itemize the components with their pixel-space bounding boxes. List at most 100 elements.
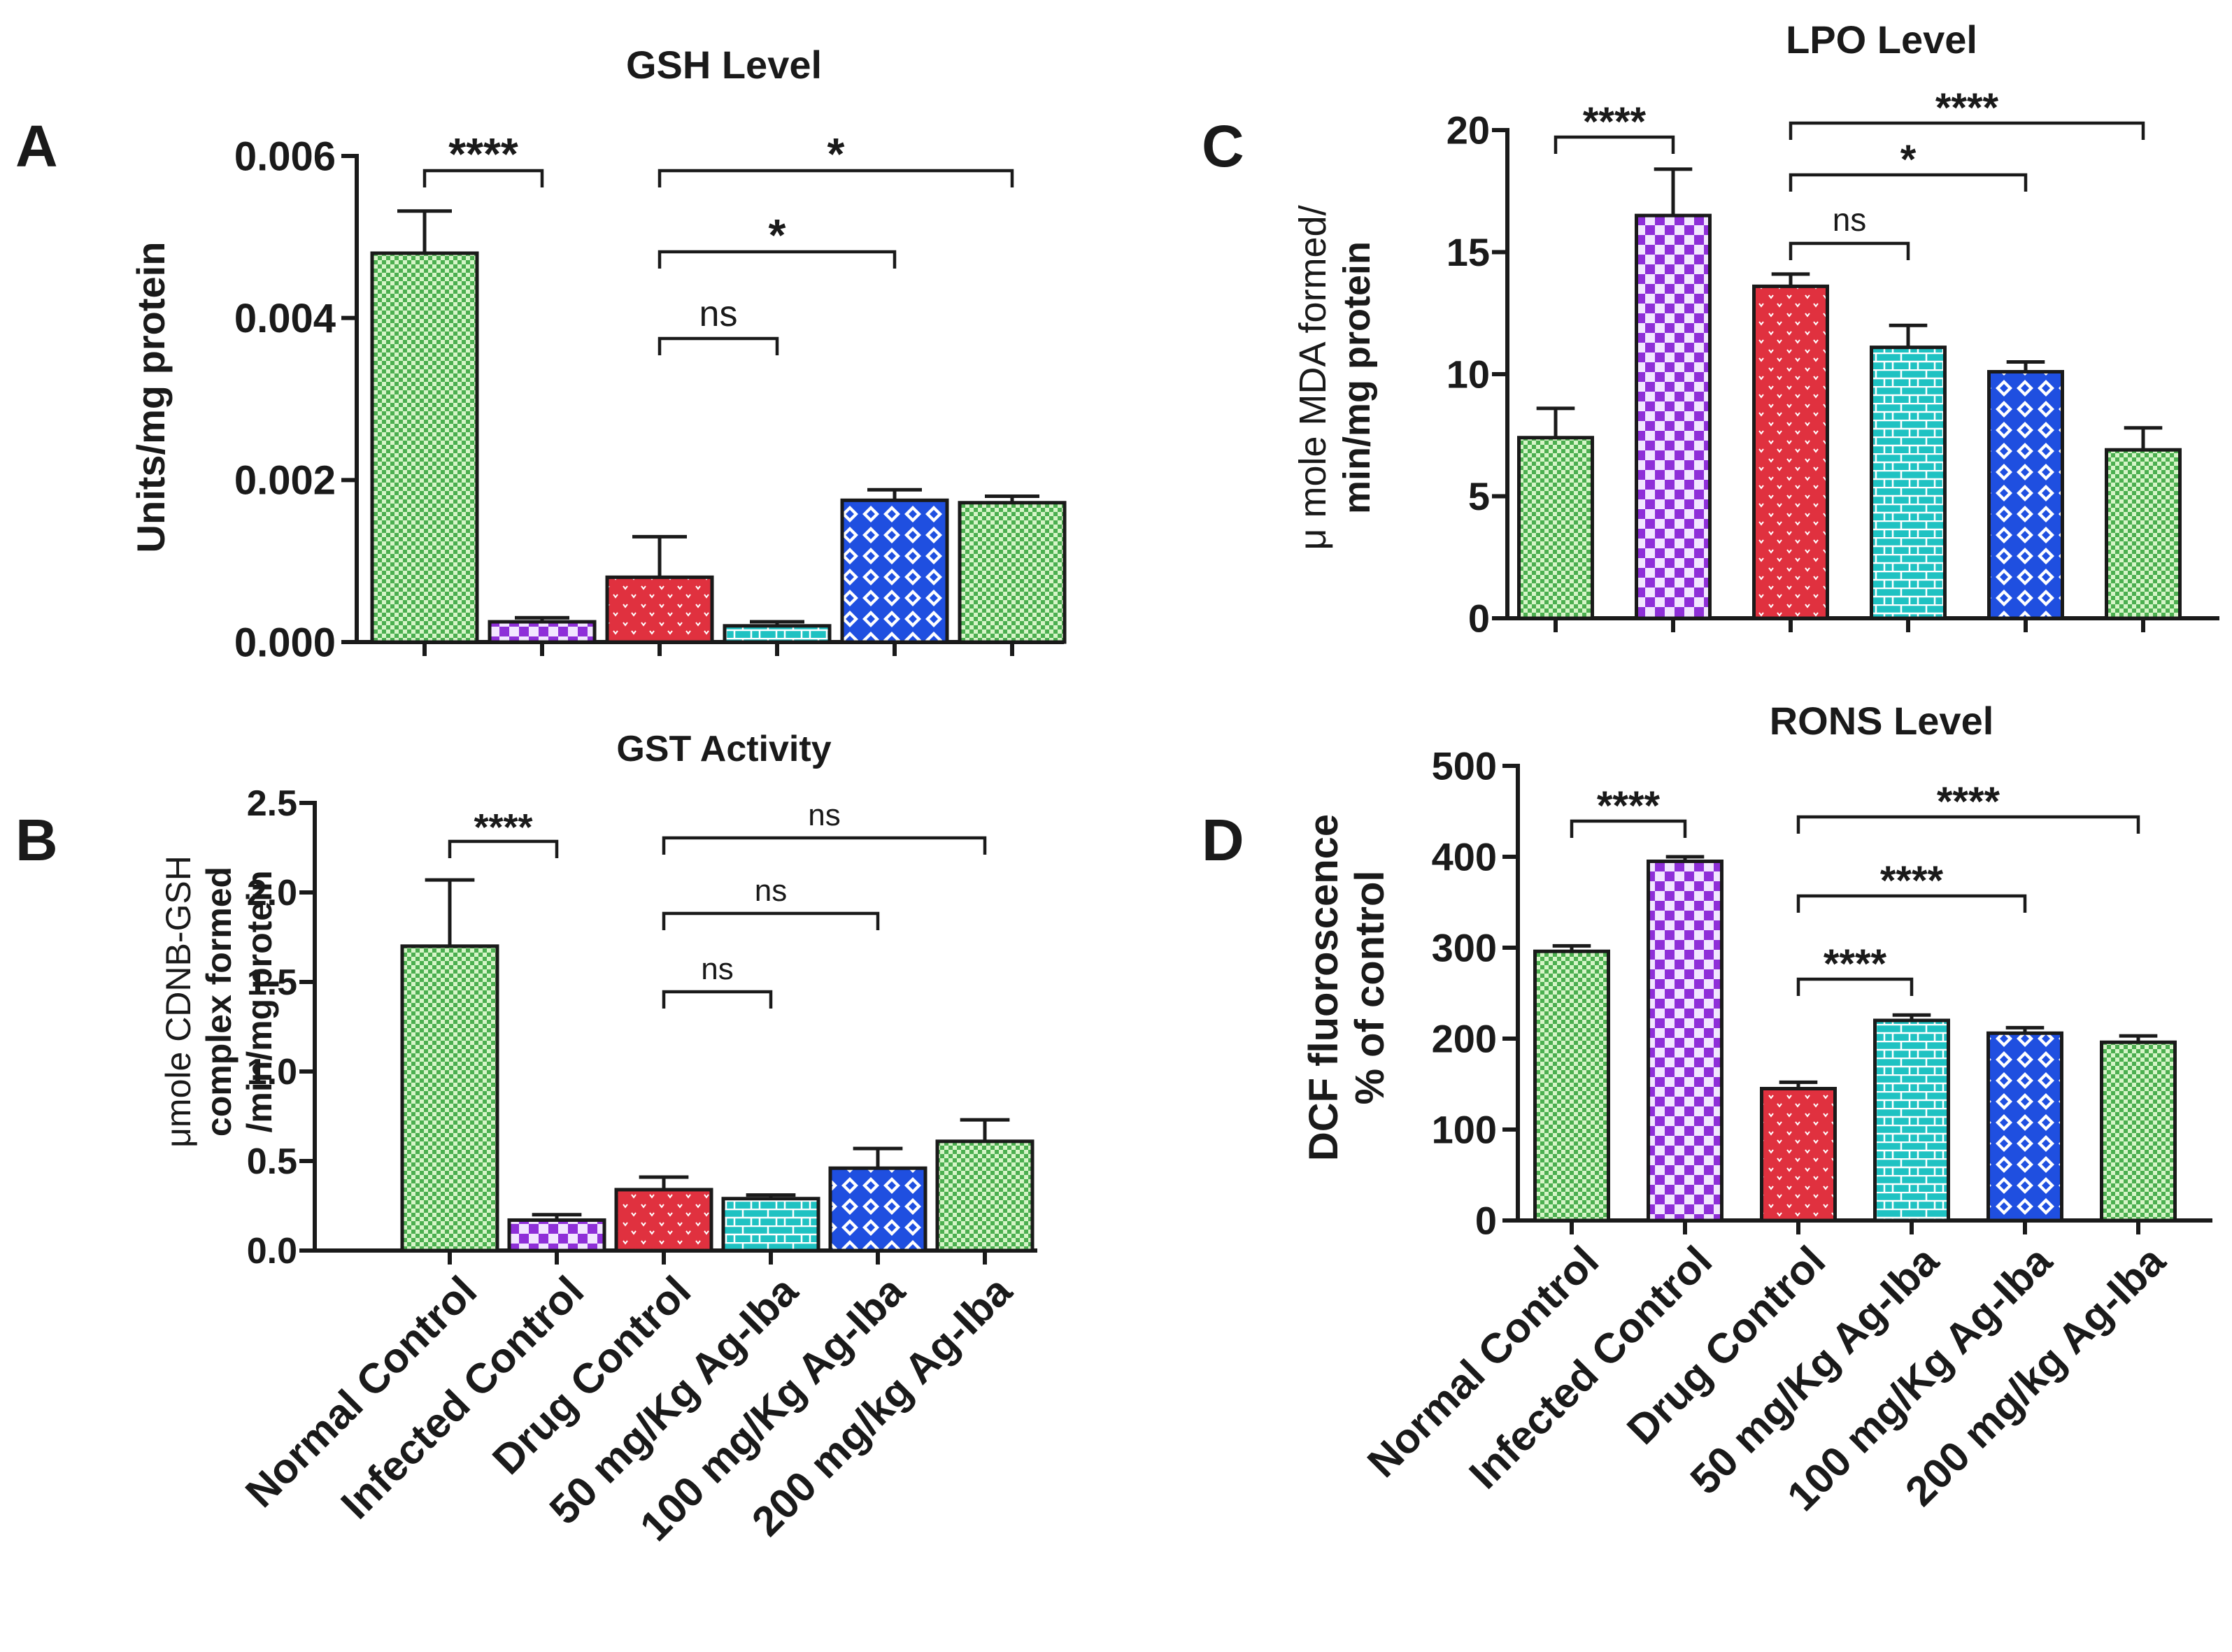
panel-c-bar-4 [1987,370,2064,620]
panel-a-bar-0 [370,251,479,644]
panel-d-significance-label-2: **** [1880,858,1944,904]
panel-c-title: LPO Level [1786,17,1977,62]
panel-d: RONS Level DCF fluoroscence % of control… [1301,699,2212,1243]
panel-a-significance-label-0: **** [448,129,518,179]
panel-d-significance-label-0: **** [1597,783,1661,829]
panel-a-ylabel: Units/mg protein [129,242,173,553]
panel-a-bar-2 [605,575,714,644]
panel-d-significance-label-3: **** [1937,779,2000,825]
panel-d-plot: 0 100 200 300 400 500 **** **** **** **** [1432,744,2212,1243]
panel-b-plot: 0.0 0.5 1.0 1.5 2.0 2.5 **** ns ns ns [247,783,1037,1272]
panel-b-bar-1 [507,1218,606,1253]
panel-d-bar-2 [1760,1087,1837,1223]
panel-c-y-tick-label: 10 [1446,353,1490,397]
panel-c: LPO Level μ mole MDA formed/ min/mg prot… [1292,17,2219,641]
panel-a-y-tick-label: 0.000 [234,620,336,665]
panel-b-y-tick-label: 1.0 [247,1052,297,1092]
panel-c-significance-bracket-0 [1554,135,1675,154]
panel-a-title: GSH Level [626,43,822,87]
panel-d-y-tick-label: 400 [1432,835,1497,879]
panel-b-y-tick-label: 0.5 [247,1141,297,1182]
panel-b-significance-label-3: ns [808,798,840,832]
panel-d-significance-label-1: **** [1824,941,1887,987]
panel-a-significance-bracket-0 [422,169,544,187]
panel-a-significance-label-1: ns [699,294,738,334]
panel-d-y-tick-label: 0 [1475,1199,1497,1243]
panel-d-y-tick-label: 200 [1432,1017,1497,1061]
panel-c-bar-0 [1517,436,1594,620]
panel-b-significance-label-1: ns [701,952,733,986]
panel-c-y-tick-label: 20 [1446,108,1490,152]
panel-b-bar-0 [400,944,499,1253]
panel-b-bar-5 [935,1139,1035,1253]
panel-a: GSH Level Units/mg protein 0.0000.0020.0… [129,43,1067,665]
panel-c-significance-bracket-3 [1789,121,2145,140]
panel-b-y-tick-label: 2.0 [247,873,297,913]
panel-d-ylabel-line-1: DCF fluoroscence [1301,814,1346,1161]
panel-b-ylabel-line-2: complex formed [199,867,239,1137]
panel-a-plot: 0.000 0.002 0.004 0.006 **** ns * * [234,129,1067,665]
panel-b-bar-2 [614,1188,713,1253]
panel-b: GST Activity μmole CDNB-GSH complex form… [159,729,1037,1272]
panel-a-y-tick-label: 0.006 [234,134,336,179]
panel-a-significance-bracket-1 [657,336,779,355]
panel-b-y-tick-label: 2.5 [247,783,297,824]
panel-d-ylabel-line-2: % of control [1347,870,1393,1104]
panel-d-significance-bracket-1 [1796,977,1914,996]
panel-b-significance-bracket-3 [662,836,987,855]
panel-b-y-tick-label: 1.5 [247,962,297,1003]
panel-d-title: RONS Level [1770,699,1994,743]
panel-a-significance-bracket-3 [657,169,1014,187]
panel-b-y-tick-label: 0.0 [247,1231,297,1272]
panel-a-bar-5 [958,501,1067,644]
panel-d-bar-3 [1873,1018,1950,1223]
panel-b-ylabel-line-1: μmole CDNB-GSH [159,855,198,1148]
panel-d-bar-4 [1986,1031,2063,1223]
panel-b-bar-4 [828,1166,927,1253]
panel-c-significance-bracket-2 [1789,173,2028,192]
panel-b-significance-bracket-1 [662,990,773,1009]
panel-a-significance-label-2: * [769,210,786,260]
panel-label-c: C [1202,113,1244,179]
panel-b-significance-label-2: ns [755,874,787,908]
panel-a-significance-label-3: * [827,129,845,179]
panel-d-y-tick-label: 100 [1432,1108,1497,1152]
panel-a-significance-bracket-2 [657,250,897,269]
panel-d-y-tick-label: 300 [1432,926,1497,970]
x-tick-label-2: Drug Control [1618,1237,1834,1453]
panel-d-bar-5 [2100,1040,2177,1223]
panel-c-ylabel-line-1: μ mole MDA formed/ [1292,205,1334,550]
panel-a-bar-1 [488,620,597,644]
panel-d-bar-0 [1533,949,1610,1223]
panel-d-significance-bracket-2 [1796,894,2027,913]
panel-c-significance-label-1: ns [1833,201,1867,238]
panel-d-bar-1 [1647,860,1723,1223]
panel-c-bar-3 [1870,346,1947,620]
panel-b-significance-label-0: **** [474,806,532,848]
panel-c-bar-2 [1752,284,1829,620]
panel-d-significance-bracket-0 [1570,819,1687,838]
panel-label-d: D [1202,807,1244,873]
panel-c-significance-label-2: * [1900,137,1917,183]
panel-b-bar-3 [721,1197,820,1253]
panel-c-significance-label-0: **** [1583,99,1647,145]
panel-c-significance-bracket-1 [1789,241,1910,260]
panel-c-bar-1 [1635,213,1712,620]
panel-a-y-tick-label: 0.002 [234,458,336,504]
panel-d-significance-bracket-3 [1796,815,2140,834]
panel-c-y-tick-label: 15 [1446,230,1490,274]
panel-label-b: B [15,807,58,873]
panel-b-significance-bracket-0 [448,839,559,858]
panel-a-bar-4 [840,498,949,644]
panel-c-ylabel-line-2: min/mg protein [1336,241,1378,514]
panel-c-bar-5 [2105,448,2182,620]
panel-b-significance-bracket-2 [662,911,880,930]
panel-label-a: A [15,113,58,179]
panel-b-title: GST Activity [616,729,831,769]
panel-a-y-tick-label: 0.004 [234,296,336,341]
panel-c-y-tick-label: 5 [1468,474,1490,518]
